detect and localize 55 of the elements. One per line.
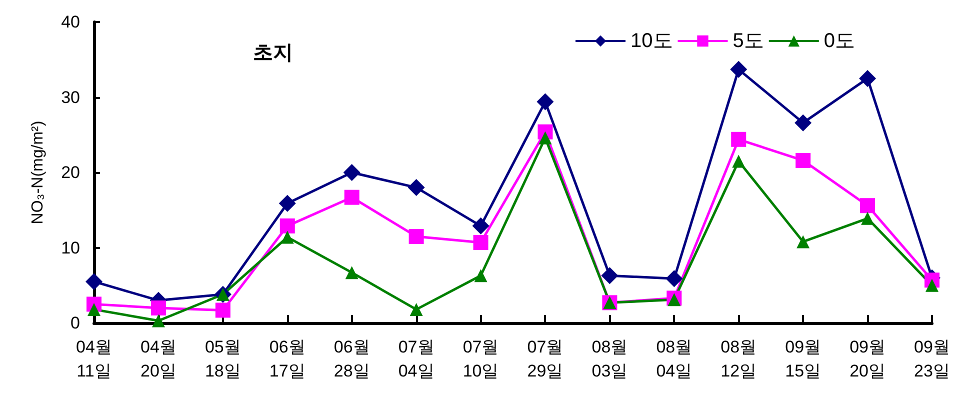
y-tick-label: 30 [61,88,80,107]
x-tick-label: 06월 17일 [269,338,306,380]
x-tick-label: 08월 12일 [720,338,757,380]
text: 초지 [253,42,293,64]
y-tick-label: 0 [70,314,80,332]
point [538,131,552,144]
x-tick-label: 08월 04일 [656,338,692,380]
point [88,302,100,316]
point [150,300,166,316]
point [152,314,165,328]
point [408,228,424,244]
point [344,190,360,205]
x-tick-label: 09월 23일 [914,338,950,380]
point [861,212,874,225]
point [408,179,425,196]
x-tick-label: 07월 04일 [398,338,434,380]
point [343,164,360,181]
point [86,273,102,290]
point [730,60,748,78]
legend-label: 10도 [630,30,673,52]
point [280,218,295,234]
x-tick-label: 05월 18일 [204,338,241,380]
point [732,154,746,168]
x-tick-label: 04월 20일 [140,338,176,380]
point [926,278,938,292]
point [473,234,488,250]
legend-label: 0도 [824,30,855,52]
point [601,267,618,284]
point [410,302,423,316]
point [215,302,230,318]
x-tick-label: 04월 11일 [76,338,112,380]
point [794,114,812,132]
x-tick-label: 07월 10일 [462,338,499,380]
y-tick-label: 20 [61,163,80,182]
y-axis-title: NO₃-N(mg/m²) [30,120,46,224]
point [731,132,746,147]
x-tick-label: 09월 15일 [785,338,822,380]
x-tick-label: 07월 29일 [527,338,564,380]
point [278,194,296,212]
point [280,230,294,244]
point [536,93,554,110]
point [474,269,488,282]
point [666,270,683,288]
y-tick-label: 10 [61,238,80,258]
point [345,266,358,280]
point [796,235,810,248]
point [859,70,876,87]
point [796,152,811,168]
legend-label: 5도 [732,30,764,52]
y-tick-label: 40 [61,12,80,32]
x-tick-label: 08월 03일 [592,338,628,380]
point [472,217,490,234]
x-tick-label: 06월 28일 [334,338,370,380]
x-tick-label: 09월 20일 [850,338,886,380]
point [860,198,876,214]
